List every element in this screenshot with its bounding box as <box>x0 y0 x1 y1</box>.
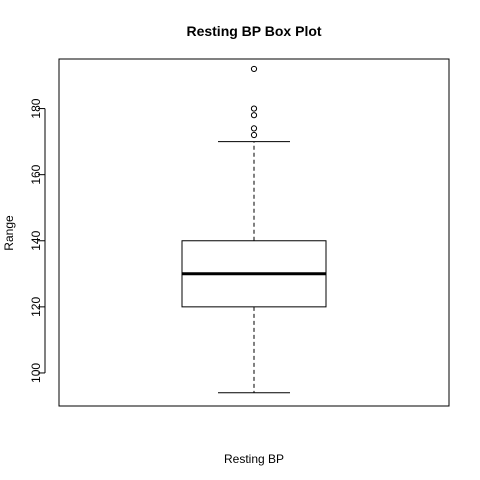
outlier-point <box>250 125 258 132</box>
outlier-point <box>250 105 258 112</box>
plot-frame <box>58 58 450 407</box>
y-tick-label: 140 <box>29 230 43 250</box>
y-tick-label: 100 <box>29 363 43 383</box>
outlier-point <box>250 112 258 119</box>
y-tick-label: 120 <box>29 297 43 317</box>
y-tick-label: 180 <box>29 98 43 118</box>
outlier-point <box>250 131 258 139</box>
outlier-point <box>250 65 258 73</box>
plot-layer: 100 120 140 160 180 <box>29 58 450 407</box>
chart-title: Resting BP Box Plot <box>186 23 321 39</box>
x-axis-title: Resting BP <box>224 452 284 466</box>
y-axis-title: Range <box>2 215 16 251</box>
y-tick-label: 160 <box>29 164 43 184</box>
